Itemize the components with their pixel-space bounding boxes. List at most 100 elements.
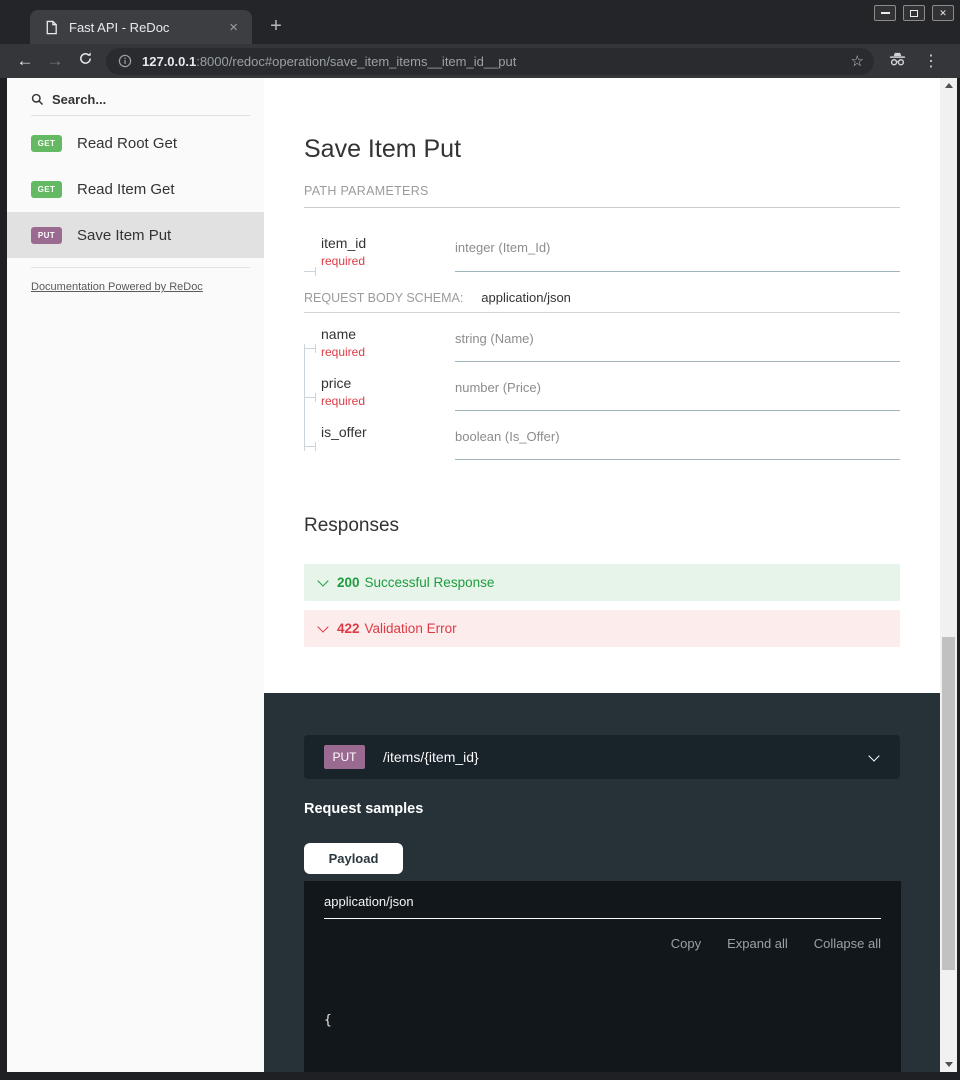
search-input[interactable] [52,92,222,107]
expand-all-button[interactable]: Expand all [727,936,788,951]
field-type: number (Price) [455,362,900,411]
field-row-name: name required string (Name) [304,313,900,362]
operation-title: Save Item Put [304,135,462,163]
endpoint-path: /items/{item_id} [383,749,479,765]
tab-close-icon[interactable]: × [229,18,238,36]
browser-tab[interactable]: Fast API - ReDoc × [30,10,252,44]
code-actions: Copy Expand all Collapse all [324,936,881,951]
maximize-icon [910,9,918,17]
put-method-badge: PUT [324,745,365,769]
bookmark-star-icon[interactable]: ☆ [850,53,864,70]
sidebar-item-label: Read Item Get [77,180,175,198]
body-schema-table: name required string (Name) price requir… [304,313,900,460]
param-name: item_id [321,235,367,251]
main-content: Save Item Put PATH PARAMETERS item_id re… [264,78,940,1072]
sidebar-item-label: Save Item Put [77,226,172,244]
content-type-tab[interactable]: application/json [324,894,881,919]
reload-button[interactable] [70,51,100,71]
window-maximize-button[interactable] [903,5,925,21]
triangle-down-icon [944,1062,953,1067]
powered-by-redoc-link[interactable]: Documentation Powered by ReDoc [31,281,203,293]
param-row-item-id: item_id required integer (Item_Id) [304,208,900,276]
responses-heading: Responses [304,515,400,536]
search-icon [31,93,44,106]
site-info-icon[interactable] [118,54,132,68]
url-text: 127.0.0.1:8000/redoc#operation/save_item… [142,54,851,69]
operation-doc: Save Item Put PATH PARAMETERS item_id re… [264,135,940,647]
tree-connector-icon [304,375,321,411]
sidebar-item-label: Read Root Get [77,134,178,152]
tree-connector-icon [304,424,321,460]
redoc-page: GET Read Root Get GET Read Item Get PUT … [7,78,957,1072]
minimize-icon [880,12,890,14]
response-label: Validation Error [364,621,457,636]
incognito-glyph-icon [889,52,906,65]
endpoint-dropdown[interactable]: PUT /items/{item_id} [304,735,900,779]
collapse-all-button[interactable]: Collapse all [813,936,881,951]
get-method-badge: GET [31,180,62,198]
get-method-badge: GET [31,134,62,152]
search-box[interactable] [31,92,250,116]
reload-icon [79,52,91,64]
sidebar-item-read-item-get[interactable]: GET Read Item Get [7,166,264,212]
response-label: Successful Response [364,575,495,590]
sidebar-item-save-item-put[interactable]: PUT Save Item Put [7,212,264,258]
response-422-banner[interactable]: 422 Validation Error [304,610,900,647]
required-flag: required [321,254,366,268]
response-code: 200 [337,575,360,590]
code-line: { [324,1013,332,1028]
field-type: string (Name) [455,313,900,362]
scrollbar-up-button[interactable] [940,78,957,93]
request-samples-heading: Request samples [304,801,424,817]
forward-button[interactable]: → [46,51,64,70]
address-bar[interactable]: 127.0.0.1:8000/redoc#operation/save_item… [106,47,874,75]
browser-toolbar: ← → 127.0.0.1:8000/redoc#operation/save_… [0,44,960,78]
incognito-icon[interactable] [888,51,907,72]
tab-title: Fast API - ReDoc [69,19,170,35]
request-body-schema-row: REQUEST BODY SCHEMA: application/json [304,272,900,313]
page-favicon-icon [46,20,57,34]
window-minimize-button[interactable] [874,5,896,21]
triangle-up-icon [944,83,953,88]
tab-bar: Fast API - ReDoc × + ✕ [0,0,960,44]
tree-connector-icon [304,235,321,276]
sidebar-menu: GET Read Root Get GET Read Item Get PUT … [7,120,264,258]
put-method-badge: PUT [31,226,62,244]
response-200-banner[interactable]: 200 Successful Response [304,564,900,601]
sidebar: GET Read Root Get GET Read Item Get PUT … [7,78,264,1072]
path-parameters-label: PATH PARAMETERS [304,184,900,208]
sidebar-divider [31,267,250,268]
field-name: price [321,375,352,391]
body-content-type: application/json [481,290,571,305]
back-button[interactable]: ← [16,51,34,70]
json-code-sample: { "name": "string", "price": 0, "is_offe… [324,963,881,1072]
copy-button[interactable]: Copy [670,936,702,951]
url-path: :8000/redoc#operation/save_item_items__i… [196,53,517,69]
field-row-price: price required number (Price) [304,362,900,411]
scrollbar-down-button[interactable] [940,1057,957,1072]
field-type: boolean (Is_Offer) [455,411,900,460]
field-row-is-offer: is_offer boolean (Is_Offer) [304,411,900,460]
param-type: integer (Item_Id) [455,208,900,272]
window-controls: ✕ [874,5,954,21]
response-code: 422 [337,621,360,636]
url-host: 127.0.0.1 [142,53,197,69]
chevron-down-icon [317,620,329,633]
required-flag: required [321,394,366,408]
field-name: name [321,326,357,342]
payload-tab[interactable]: Payload [304,843,403,874]
sidebar-item-read-root-get[interactable]: GET Read Root Get [7,120,264,166]
scrollbar-thumb[interactable] [942,637,955,970]
tree-connector-icon [304,326,321,362]
request-body-schema-label: REQUEST BODY SCHEMA: [304,291,464,305]
code-sample-panel: application/json Copy Expand all Collaps… [304,881,901,1072]
field-name: is_offer [321,424,367,440]
new-tab-button[interactable]: + [270,14,282,37]
required-flag: required [321,345,366,359]
chevron-down-icon [317,574,329,587]
page-scrollbar[interactable] [940,78,957,1072]
browser-menu-icon[interactable]: ⋮ [923,53,939,70]
samples-panel: PUT /items/{item_id} Request samples Pay… [264,693,940,1072]
window-close-button[interactable]: ✕ [932,5,954,21]
chevron-down-icon [868,750,880,762]
